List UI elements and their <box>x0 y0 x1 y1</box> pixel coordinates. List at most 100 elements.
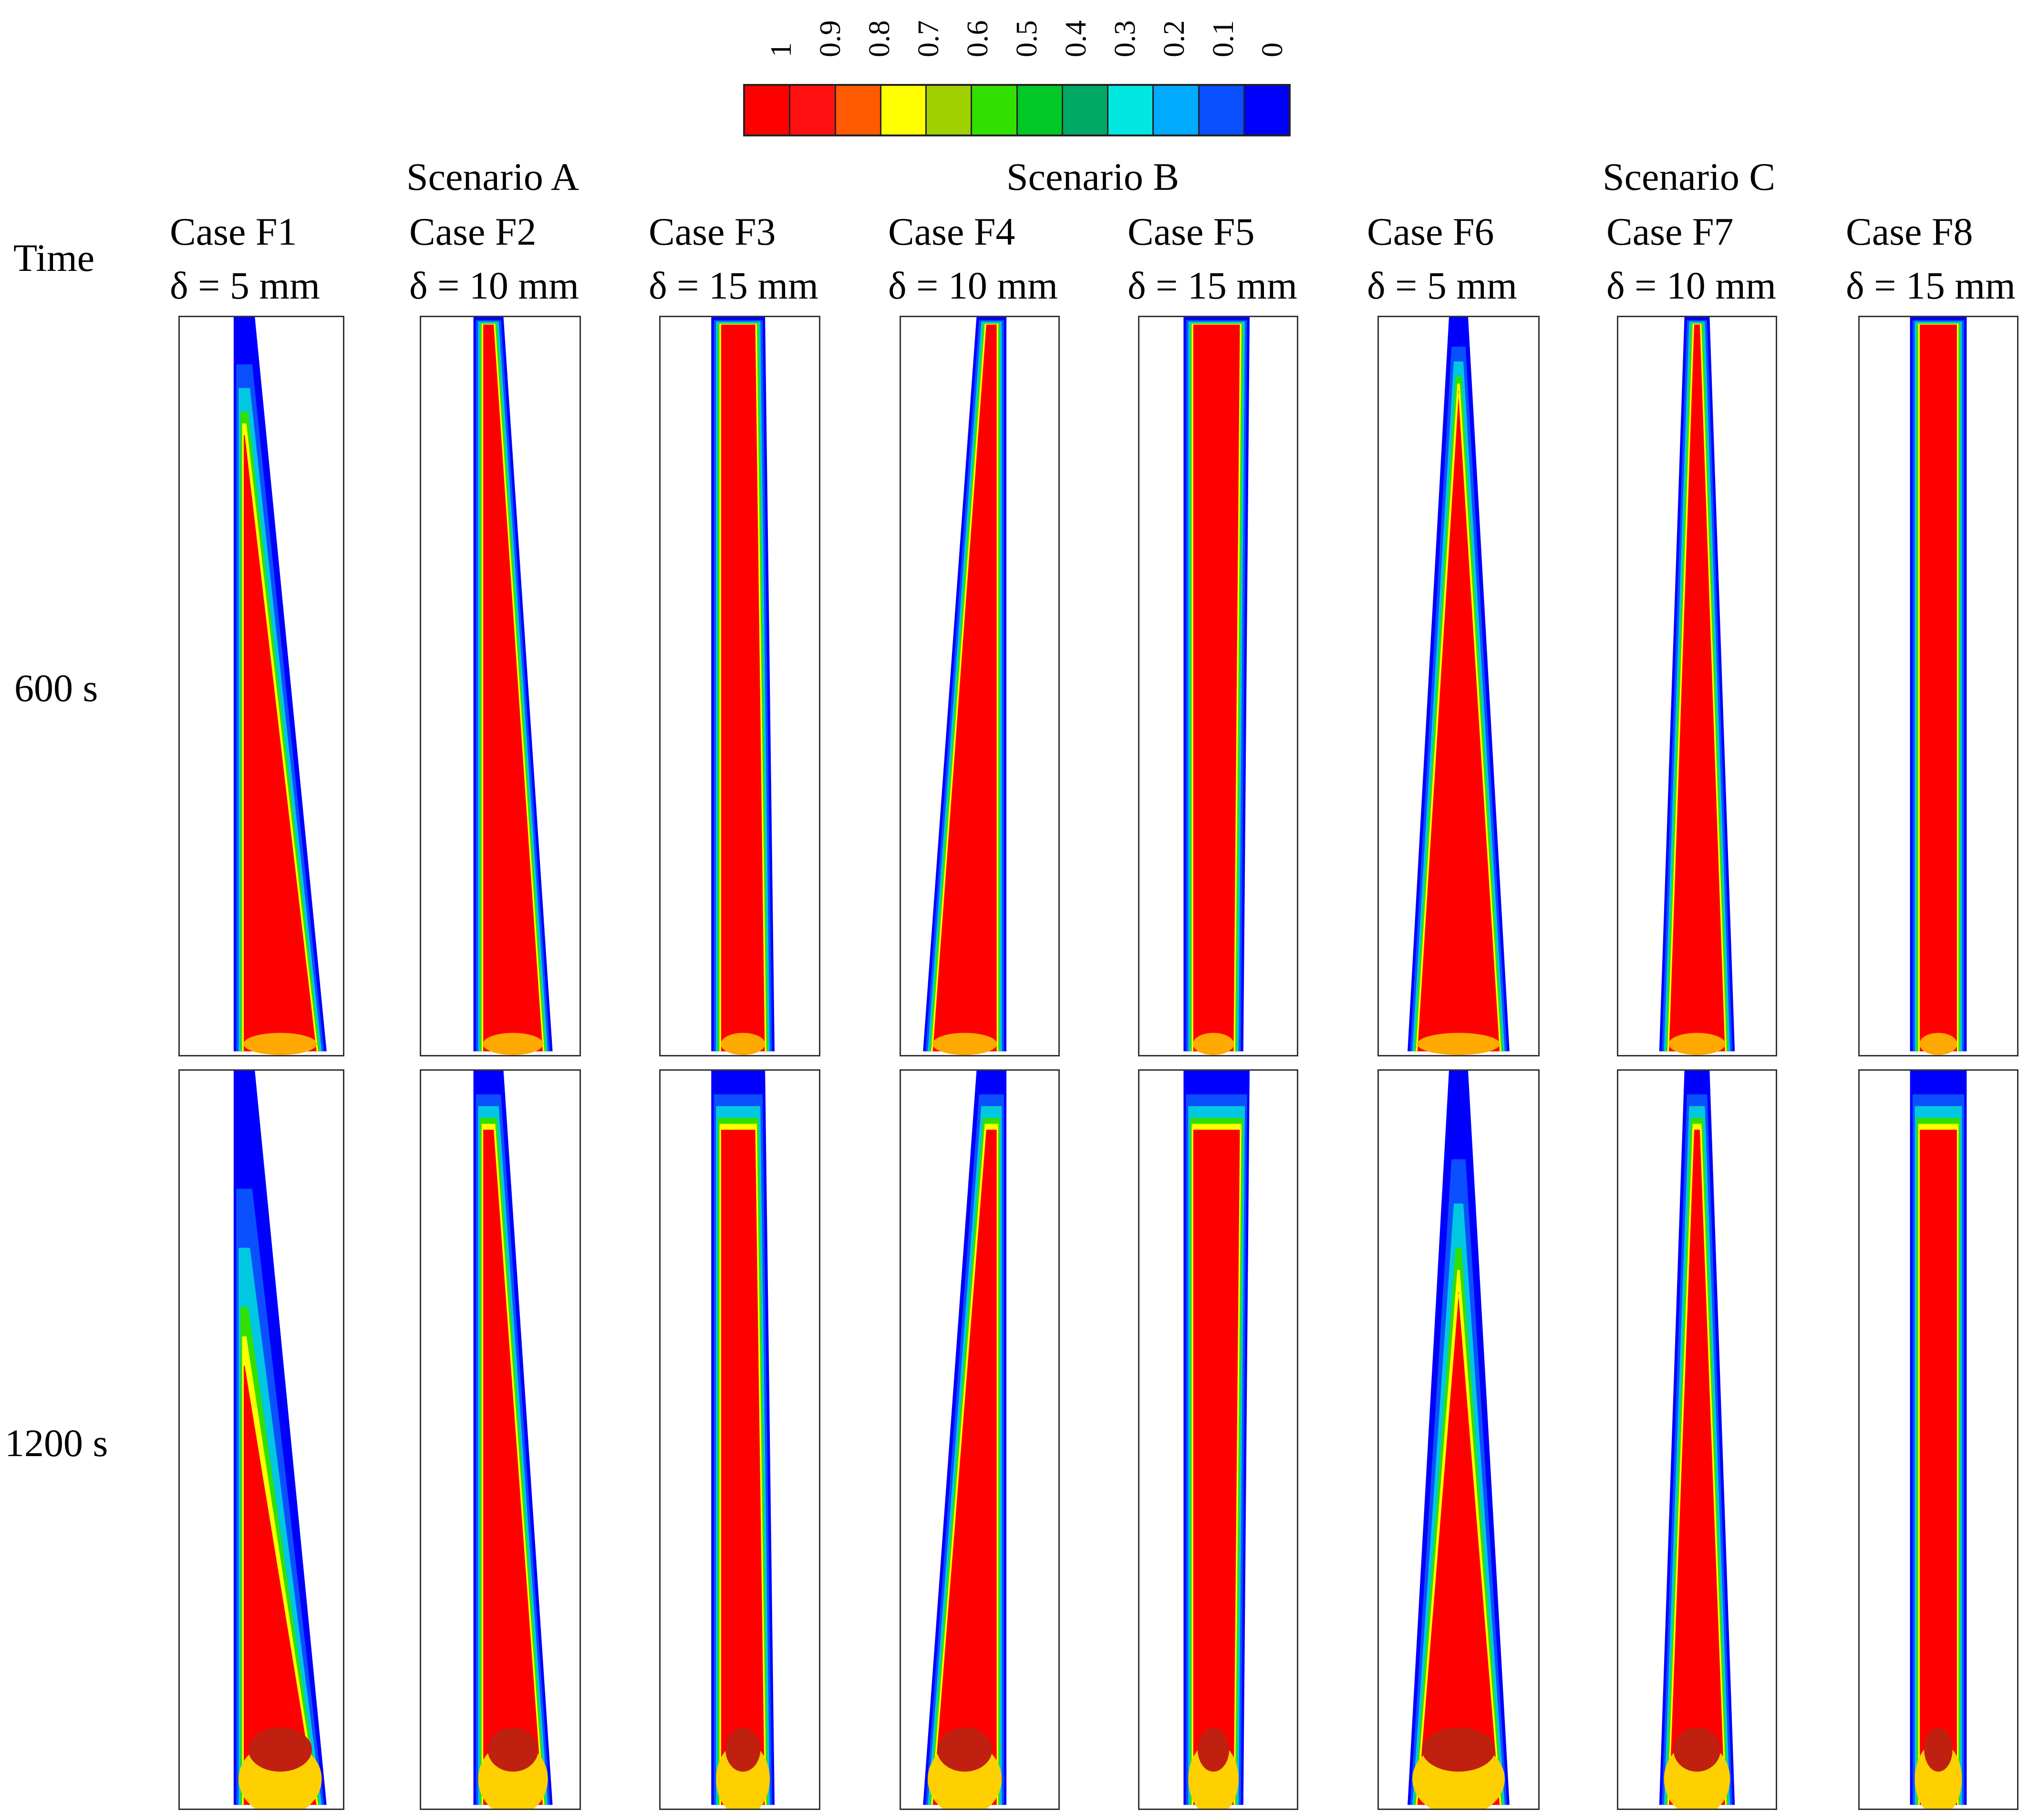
contour-plot <box>1659 1071 1735 1809</box>
contour-panel <box>1138 1069 1298 1810</box>
colorbar-cell <box>790 86 836 134</box>
contour-band <box>1673 1727 1721 1772</box>
contour-plot <box>711 317 775 1055</box>
contour-band <box>1924 1727 1953 1772</box>
contour-band <box>487 1727 538 1772</box>
case-label: Case F6 <box>1367 210 1494 253</box>
legend-tick-label: 0.9 <box>814 20 847 58</box>
contour-plot <box>473 1071 553 1809</box>
case-label: Case F3 <box>649 210 776 253</box>
contour-plot <box>711 1071 775 1809</box>
contour-band <box>1417 1033 1500 1055</box>
contour-band <box>721 1129 765 1805</box>
contour-band <box>483 324 543 1052</box>
row-time-label: 1200 s <box>5 1421 108 1465</box>
contour-panel <box>1377 316 1540 1056</box>
contour-panel <box>1138 316 1298 1056</box>
colorbar-cell <box>1244 86 1289 134</box>
contour-band <box>932 1033 997 1055</box>
case-label: Case F8 <box>1846 210 1973 253</box>
contour-panel <box>659 1069 820 1810</box>
contour-plot <box>1910 317 1967 1055</box>
contour-band <box>725 1727 761 1772</box>
contour-panel <box>178 316 344 1056</box>
scenario-a-label: Scenario A <box>406 155 580 198</box>
contour-band <box>1417 1292 1500 1805</box>
contour-plot <box>233 1071 327 1809</box>
contour-band <box>1668 1033 1726 1055</box>
contour-panel <box>659 316 820 1056</box>
contour-plot <box>233 317 327 1055</box>
contour-plot <box>1408 317 1510 1055</box>
legend-tick-label: 0 <box>1256 42 1289 57</box>
legend-tick-label: 0.4 <box>1060 20 1092 58</box>
contour-panel <box>178 1069 344 1810</box>
contour-band <box>721 324 765 1052</box>
legend-tick-label: 0.8 <box>863 20 896 58</box>
contour-band <box>932 324 997 1052</box>
legend-tick-label: 0.5 <box>1011 20 1043 58</box>
contour-plot <box>1408 1071 1510 1809</box>
contour-band <box>244 435 317 1052</box>
legend-tick-label: 1 <box>765 42 797 57</box>
scenario-c-label: Scenario C <box>1603 155 1776 198</box>
contour-plot <box>923 317 1007 1055</box>
delta-label: δ = 15 mm <box>649 264 818 307</box>
legend-tick-label: 0.2 <box>1158 20 1190 58</box>
legend-tick-label: 0.3 <box>1109 20 1141 58</box>
contour-panel <box>1377 1069 1540 1810</box>
row-time-label: 600 s <box>14 666 98 710</box>
contour-band <box>1193 324 1240 1052</box>
case-label: Case F4 <box>888 210 1015 253</box>
contour-panel <box>420 316 581 1056</box>
contour-panel <box>1858 1069 2018 1810</box>
contour-band <box>1920 1129 1957 1805</box>
contour-panel <box>900 316 1060 1056</box>
legend-tick-label: 0.7 <box>912 20 945 58</box>
contour-band <box>244 1365 317 1805</box>
contour-plot <box>1910 1071 1967 1809</box>
contour-band <box>1422 1727 1495 1772</box>
contour-band <box>1919 1033 1957 1055</box>
colorbar-cell <box>1199 86 1245 134</box>
contour-band <box>937 1727 993 1772</box>
contour-band <box>1669 1129 1725 1805</box>
colorbar-cell <box>881 86 927 134</box>
case-label: Case F5 <box>1128 210 1255 253</box>
contour-band <box>243 1033 317 1055</box>
colorbar-cell <box>972 86 1018 134</box>
delta-label: δ = 10 mm <box>888 264 1058 307</box>
delta-label: δ = 5 mm <box>1367 264 1517 307</box>
scenario-b-label: Scenario B <box>1006 155 1180 198</box>
contour-band <box>1920 324 1957 1052</box>
colorbar-cell <box>1063 86 1108 134</box>
colorbar-cell <box>1017 86 1063 134</box>
delta-label: δ = 15 mm <box>1128 264 1297 307</box>
contour-band <box>1198 1727 1230 1772</box>
colorbar <box>743 84 1291 136</box>
delta-label: δ = 10 mm <box>1606 264 1776 307</box>
contour-plot <box>1183 317 1250 1055</box>
contour-plot <box>1659 317 1735 1055</box>
contour-band <box>483 1033 543 1055</box>
contour-band <box>1669 324 1725 1052</box>
contour-band <box>248 1727 312 1772</box>
contour-band <box>932 1129 997 1805</box>
contour-band <box>721 1033 766 1055</box>
contour-panel <box>1617 1069 1777 1810</box>
legend-tick-label: 0.6 <box>962 20 994 58</box>
colorbar-cell <box>1154 86 1200 134</box>
colorbar-cell <box>745 86 791 134</box>
delta-label: δ = 15 mm <box>1846 264 2016 307</box>
contour-band <box>1417 391 1500 1052</box>
delta-label: δ = 5 mm <box>170 264 320 307</box>
legend-tick-label: 0.1 <box>1207 20 1240 58</box>
contour-plot <box>473 317 553 1055</box>
contour-plot <box>1183 1071 1250 1809</box>
case-label: Case F7 <box>1606 210 1734 253</box>
colorbar-cell <box>1108 86 1154 134</box>
contour-panel <box>1858 316 2018 1056</box>
case-label: Case F1 <box>170 210 297 253</box>
contour-panel <box>1617 316 1777 1056</box>
